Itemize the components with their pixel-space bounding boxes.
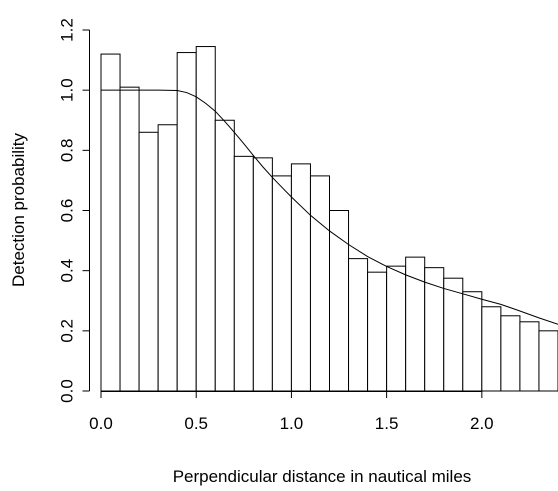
histogram-bar	[271, 175, 292, 392]
x-tick-label: 1.5	[375, 414, 399, 433]
histogram-bar	[424, 267, 445, 392]
histogram-bar	[443, 277, 464, 392]
y-tick-label: 0.6	[58, 199, 77, 223]
histogram-bar	[157, 124, 178, 392]
y-tick-label: 0.4	[58, 259, 77, 283]
y-tick-label: 0.8	[58, 139, 77, 163]
x-axis-label: Perpendicular distance in nautical miles	[173, 467, 472, 486]
y-tick-label: 1.2	[58, 18, 77, 42]
histogram-bar	[100, 53, 121, 392]
histogram-bar	[462, 291, 483, 392]
histogram-bar	[500, 315, 521, 392]
histogram-bar	[176, 52, 197, 392]
y-tick-label: 1.0	[58, 78, 77, 102]
histogram-bar	[214, 119, 235, 392]
histogram-bar	[252, 157, 273, 392]
histogram-bar	[119, 86, 140, 392]
y-tick-label: 0.2	[58, 319, 77, 343]
histogram-bar	[405, 256, 426, 392]
y-tick-label: 0.0	[58, 379, 77, 403]
x-axis: 0.0 0.5 1.0 1.5 2.0	[89, 391, 494, 433]
fitted-detection-curve	[101, 89, 558, 325]
histogram-bar	[233, 155, 254, 392]
y-axis: 0.0 0.2 0.4 0.6 0.8 1.0 1.2	[58, 18, 90, 403]
histogram-bar	[348, 258, 369, 392]
x-tick-label: 2.0	[470, 414, 494, 433]
histogram-bar	[538, 330, 558, 392]
y-axis-label: Detection probability	[9, 132, 28, 287]
histogram-bars	[100, 46, 558, 392]
x-tick-label: 0.5	[184, 414, 208, 433]
histogram-bar	[309, 175, 330, 392]
histogram-bar	[138, 131, 159, 392]
histogram-bar	[386, 265, 407, 392]
histogram-bar	[290, 163, 311, 392]
histogram-bar	[519, 321, 540, 392]
histogram-bar	[481, 306, 502, 392]
x-tick-label: 1.0	[280, 414, 304, 433]
x-tick-label: 0.0	[89, 414, 113, 433]
histogram-bar	[367, 271, 388, 392]
